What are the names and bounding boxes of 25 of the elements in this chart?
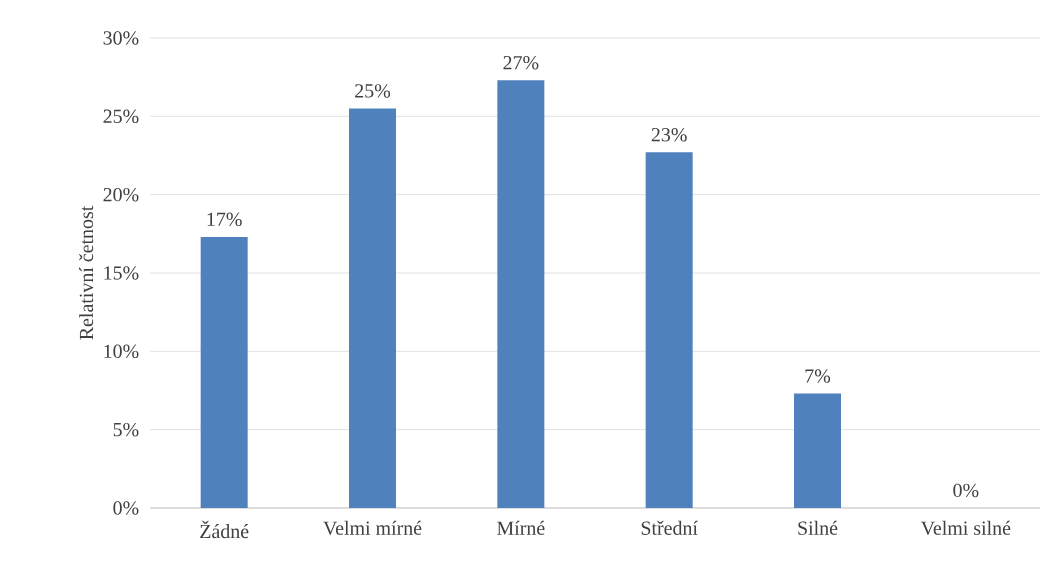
data-label: 7% bbox=[805, 369, 831, 383]
bar bbox=[349, 108, 397, 508]
data-label: 23% bbox=[651, 128, 687, 142]
y-tick-label: 15% bbox=[104, 266, 139, 280]
bar bbox=[794, 393, 842, 508]
x-tick-label: Velmi silné bbox=[920, 520, 1011, 535]
data-label: 25% bbox=[355, 84, 391, 98]
x-tick-label: Silné bbox=[798, 520, 838, 535]
data-label: 27% bbox=[503, 55, 539, 70]
y-tick-label: 5% bbox=[113, 422, 139, 437]
x-tick-label: Velmi mírné bbox=[323, 520, 422, 535]
y-tick-label: 25% bbox=[103, 109, 139, 124]
x-tick-label: Mírné bbox=[497, 520, 545, 535]
bar bbox=[645, 152, 693, 508]
bar bbox=[497, 80, 545, 508]
y-tick-label: 10% bbox=[104, 344, 139, 359]
x-tick-label: Střední bbox=[641, 520, 698, 535]
bar bbox=[200, 236, 248, 508]
x-tick-label: Žádné bbox=[200, 520, 249, 539]
y-tick-label: 20% bbox=[103, 187, 139, 202]
data-label: 0% bbox=[953, 483, 979, 498]
data-label: 17% bbox=[207, 212, 242, 227]
y-tick-label: 0% bbox=[113, 501, 139, 515]
y-tick-label: 30% bbox=[103, 31, 139, 45]
y-axis-title: Relativní četnost bbox=[79, 205, 94, 340]
